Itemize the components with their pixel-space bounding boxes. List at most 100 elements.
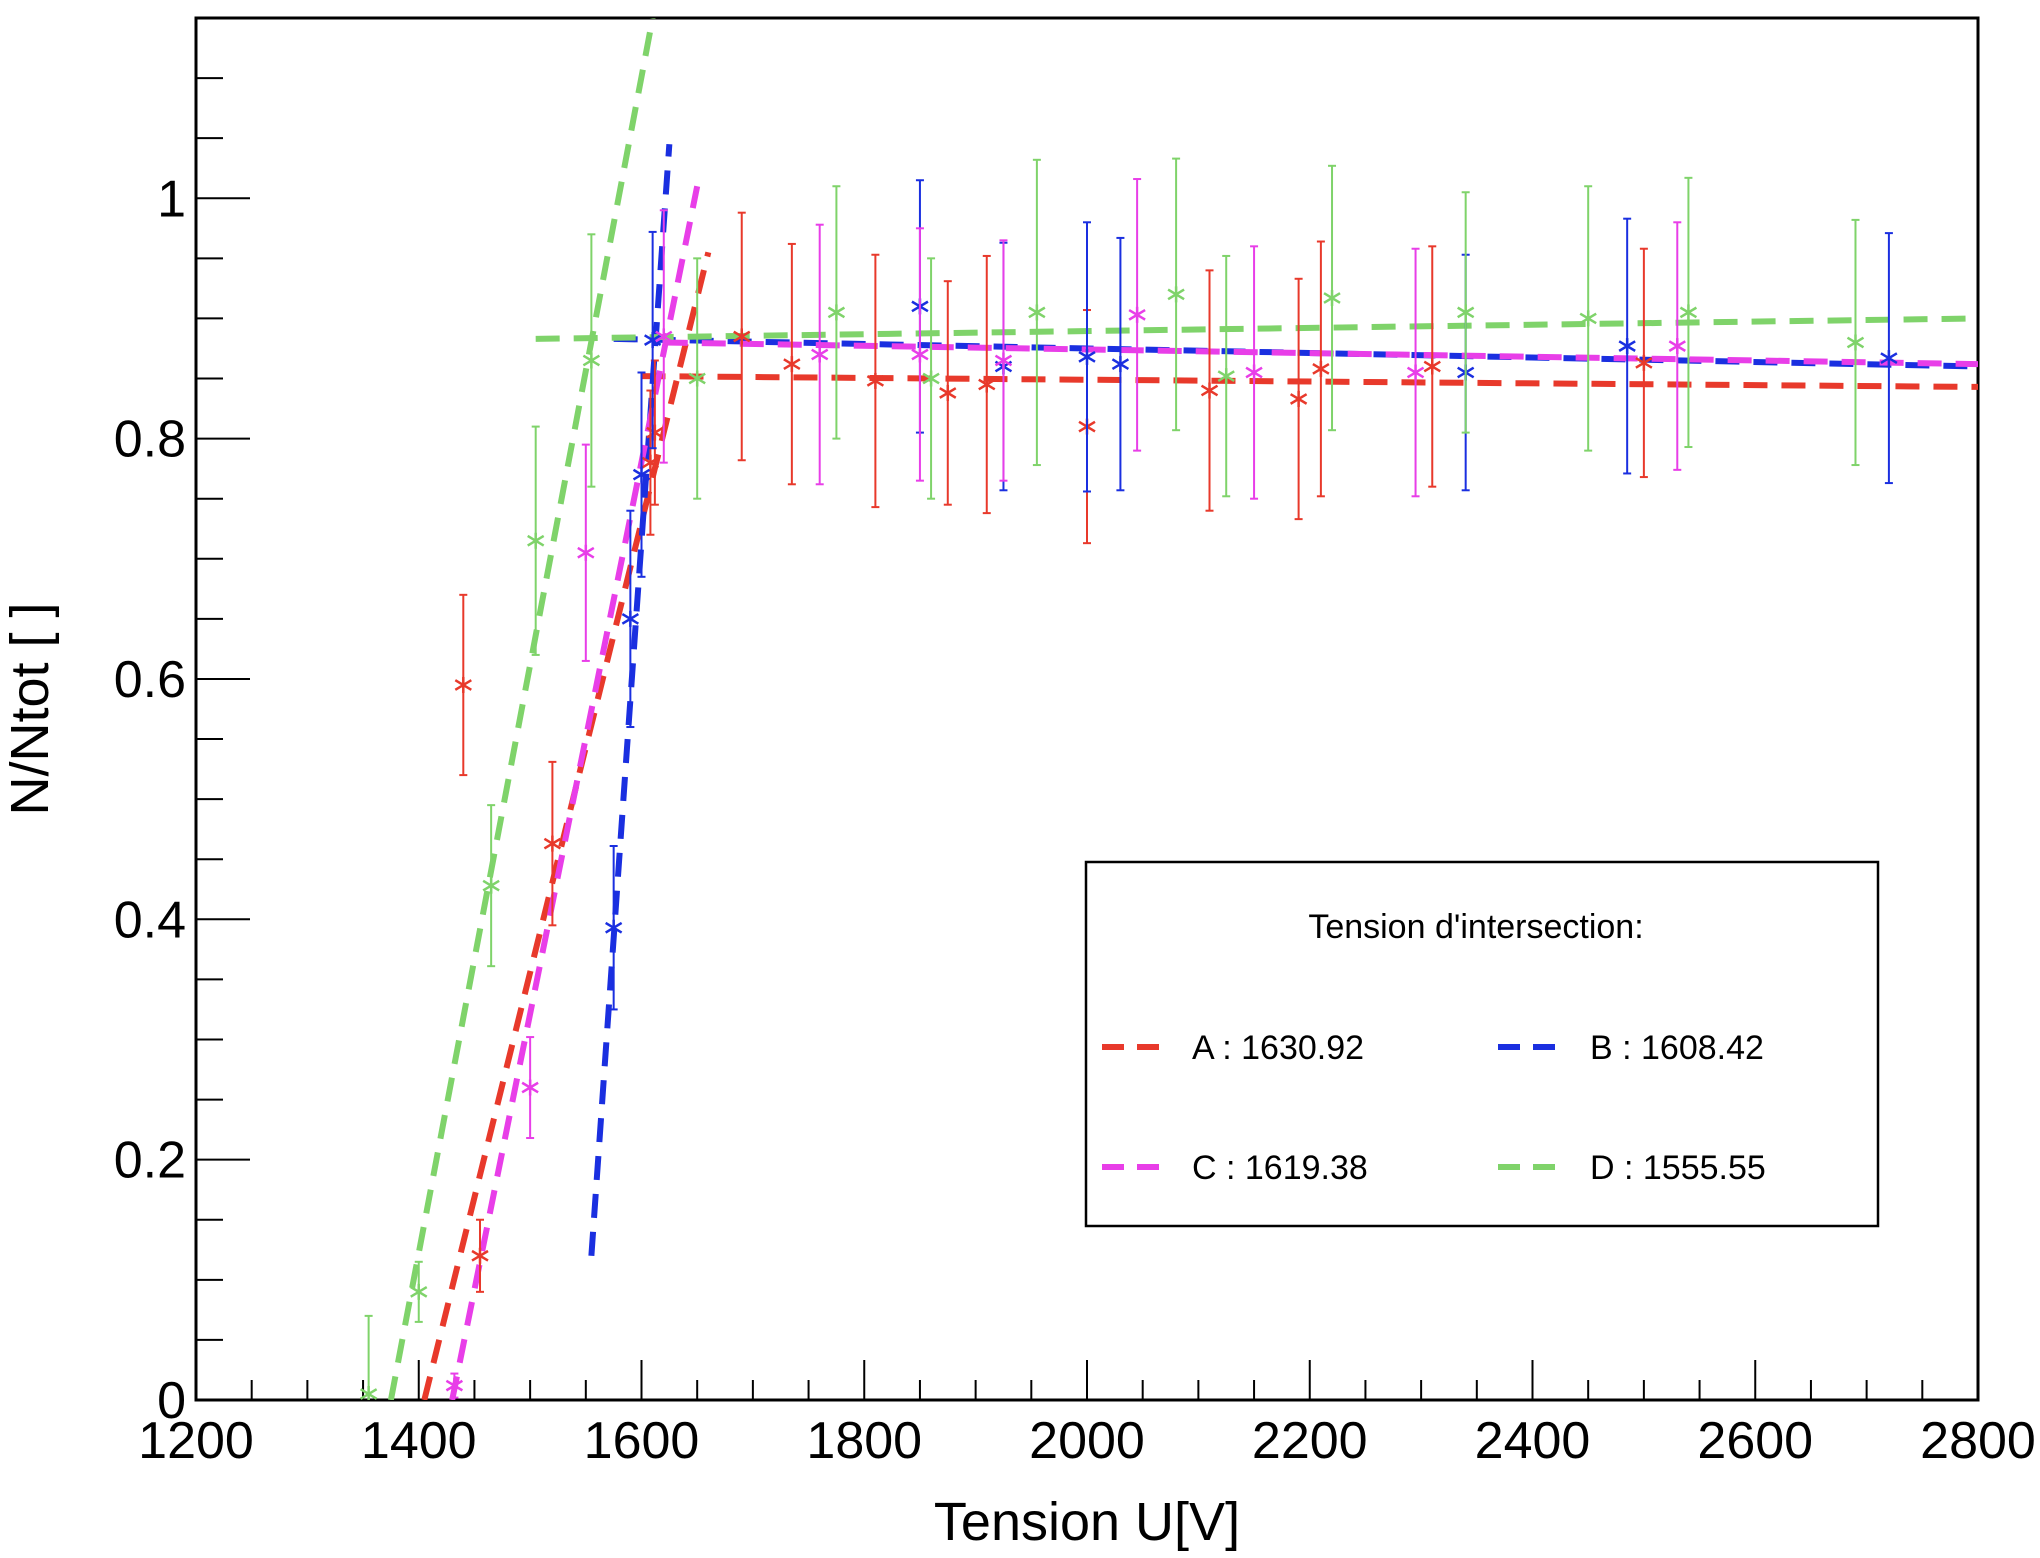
data-point-d	[1323, 164, 1341, 432]
data-point-b	[632, 371, 651, 578]
fit-line-b-rise	[588, 143, 673, 1257]
data-point-c	[445, 1372, 464, 1399]
data-point-d	[1457, 191, 1475, 434]
marker-stroke	[1312, 363, 1330, 375]
marker-stroke	[1245, 366, 1263, 379]
data-point-a	[471, 1218, 489, 1293]
marker-stroke	[621, 612, 640, 625]
marker-stroke	[527, 534, 545, 547]
data-point-b	[1111, 236, 1130, 492]
x-tick-label: 2400	[1475, 1412, 1591, 1470]
x-tick-label: 2000	[1029, 1412, 1145, 1470]
marker-stroke	[359, 1388, 378, 1400]
data-point-d	[1846, 218, 1865, 467]
marker-stroke	[521, 1081, 539, 1094]
data-point-a	[978, 254, 996, 515]
y-tick-label: 0.8	[114, 411, 186, 469]
data-point-d	[1167, 157, 1185, 432]
marker-stroke	[1668, 340, 1686, 352]
marker-stroke	[655, 330, 673, 343]
marker-stroke	[1457, 306, 1475, 319]
marker-stroke	[994, 354, 1013, 367]
marker-stroke	[632, 468, 651, 481]
data-point-c	[994, 239, 1013, 482]
marker-stroke	[811, 348, 829, 361]
data-point-c	[1245, 245, 1263, 500]
x-tick-label: 1200	[138, 1412, 254, 1470]
legend-label: D : 1555.55	[1590, 1149, 1766, 1187]
data-point-b	[605, 844, 623, 1011]
legend-label: B : 1608.42	[1590, 1029, 1764, 1067]
data-point-a	[1635, 247, 1653, 479]
marker-stroke	[1289, 393, 1308, 405]
data-point-d	[1028, 158, 1046, 467]
fit-line-a-plateau	[641, 373, 1978, 390]
legend-entry: D : 1555.55	[1498, 1149, 1766, 1187]
legend-entry: A : 1630.92	[1102, 1029, 1364, 1067]
data-point-d	[1217, 254, 1235, 498]
data-point-a	[939, 280, 957, 506]
marker-stroke	[1880, 352, 1898, 364]
marker-stroke	[410, 1285, 428, 1298]
marker-stroke	[1167, 288, 1185, 301]
data-point-c	[811, 223, 829, 486]
data-point-a	[783, 242, 801, 486]
data-point-a	[454, 593, 472, 777]
data-point-d	[410, 1260, 428, 1323]
marker-stroke	[445, 1379, 464, 1392]
marker-stroke	[1128, 308, 1146, 321]
data-point-d	[359, 1314, 378, 1400]
marker-stroke	[577, 546, 595, 559]
marker-stroke	[646, 426, 664, 439]
legend-entries: A : 1630.92 B : 1608.42 C : 1619.38 D : 155…	[1102, 1029, 1766, 1187]
x-tick-label: 2600	[1697, 1412, 1813, 1470]
data-point-a	[543, 760, 562, 927]
data-point-c	[655, 209, 673, 464]
fit-line-d-plateau	[535, 315, 1978, 342]
data-point-b	[1880, 232, 1898, 485]
data-point-b	[643, 230, 662, 450]
data-point-a	[641, 389, 660, 536]
marker-stroke	[1635, 357, 1653, 369]
marker-stroke	[582, 354, 601, 367]
y-tick-label: 0.6	[114, 651, 186, 709]
y-tick-label: 0.2	[114, 1132, 186, 1190]
data-point-d	[922, 257, 940, 500]
marker-stroke	[866, 375, 885, 387]
y-axis-title: N/Ntot [ ]	[0, 602, 60, 815]
marker-stroke	[1406, 366, 1425, 379]
x-tick-label: 1600	[584, 1412, 700, 1470]
marker-stroke	[1078, 351, 1096, 363]
marker-stroke	[827, 306, 846, 319]
data-point-a	[1423, 245, 1441, 488]
data-point-c	[1406, 247, 1425, 498]
marker-stroke	[939, 387, 957, 399]
x-tick-label: 1400	[361, 1412, 477, 1470]
data-point-c	[577, 443, 595, 662]
legend-entry: B : 1608.42	[1498, 1029, 1764, 1067]
y-tick-label: 0	[157, 1372, 186, 1430]
marker-stroke	[1423, 360, 1441, 373]
marker-stroke	[543, 837, 562, 850]
fit-line-d-rise	[387, 18, 656, 1400]
marker-stroke	[978, 378, 996, 391]
legend: Tension d'intersection: A : 1630.92 B : 1…	[1084, 860, 1880, 1228]
y-tick-label: 1	[157, 170, 186, 228]
x-tick-label: 2800	[1920, 1412, 2036, 1470]
marker-stroke	[922, 372, 940, 385]
data-point-d	[482, 804, 500, 968]
data-point-a	[1312, 240, 1330, 498]
x-axis-title: Tension U[V]	[934, 1492, 1240, 1552]
data-point-a	[1289, 277, 1308, 521]
marker-stroke	[1579, 312, 1597, 325]
data-point-d	[1679, 176, 1698, 449]
y-tick-label: 0.4	[114, 891, 186, 949]
marker-stroke	[1217, 370, 1235, 382]
marker-stroke	[783, 358, 801, 370]
marker-stroke	[1323, 292, 1341, 304]
legend-label: A : 1630.92	[1192, 1029, 1364, 1067]
data-point-d	[582, 233, 601, 488]
x-tick-label: 1800	[806, 1412, 922, 1470]
data-point-d	[827, 185, 846, 440]
